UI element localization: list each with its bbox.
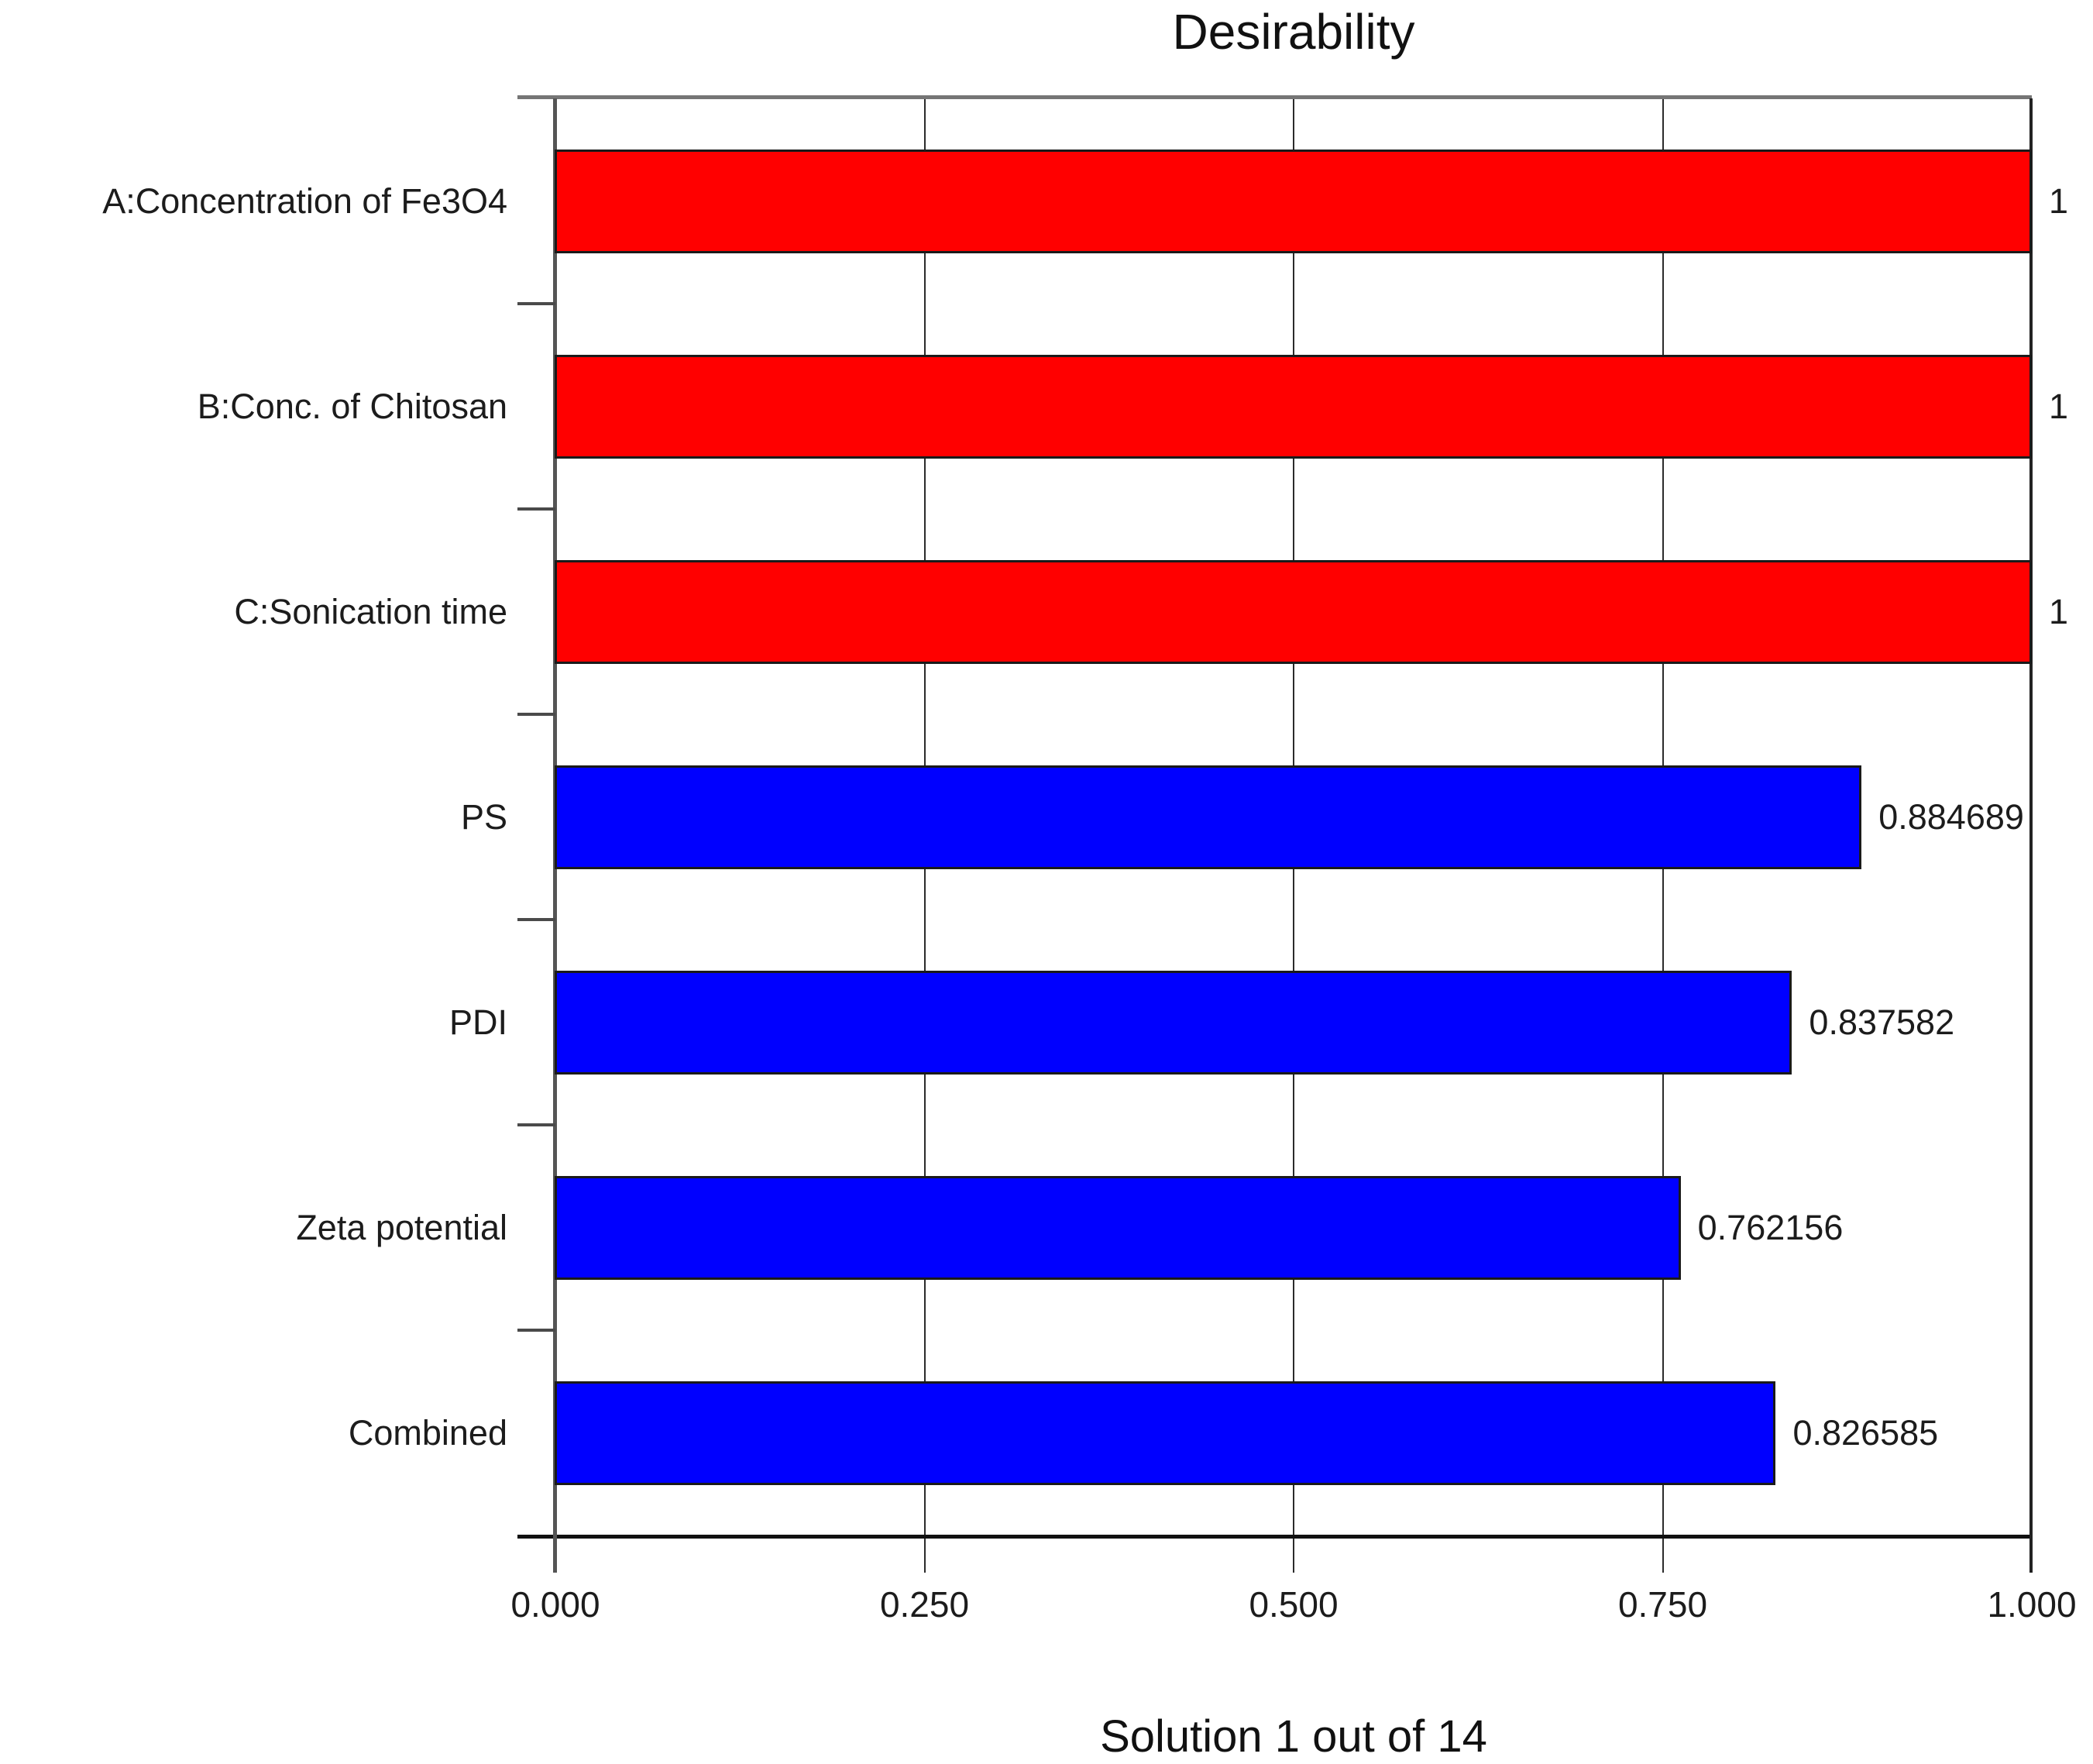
y-axis-tick bbox=[517, 507, 555, 511]
category-label: PDI bbox=[448, 1002, 507, 1042]
chart-title: Desirability bbox=[1172, 4, 1415, 60]
bar bbox=[555, 765, 1861, 869]
category-label: Zeta potential bbox=[296, 1207, 507, 1247]
value-label: 1 bbox=[2049, 591, 2069, 631]
x-tick-label: 1.000 bbox=[1987, 1584, 2077, 1625]
y-axis-tick bbox=[517, 1123, 555, 1126]
x-tick-label: 0.500 bbox=[1249, 1584, 1339, 1625]
plot-frame-top bbox=[517, 95, 2032, 99]
y-axis-tick bbox=[517, 713, 555, 716]
bar bbox=[555, 149, 2032, 253]
x-tick-label: 0.250 bbox=[879, 1584, 970, 1625]
plot-frame-bottom bbox=[517, 1535, 2032, 1539]
bar bbox=[555, 970, 1792, 1075]
plot-frame-right bbox=[2029, 98, 2033, 1573]
category-label: B:Conc. of Chitosan bbox=[197, 386, 507, 426]
x-tick-label: 0.750 bbox=[1617, 1584, 1708, 1625]
y-axis-tick bbox=[517, 1329, 555, 1332]
y-axis-tick bbox=[517, 918, 555, 921]
bar bbox=[555, 1175, 1681, 1280]
x-tick-label: 0.000 bbox=[510, 1584, 600, 1625]
chart-caption: Solution 1 out of 14 bbox=[1100, 1711, 1487, 1762]
value-label: 0.762156 bbox=[1697, 1207, 1844, 1247]
category-label: PS bbox=[460, 796, 507, 837]
category-label: C:Sonication time bbox=[234, 591, 507, 631]
value-label: 1 bbox=[2049, 181, 2069, 221]
y-axis-tick bbox=[517, 302, 555, 305]
value-label: 0.884689 bbox=[1878, 796, 2024, 837]
category-label: Combined bbox=[348, 1412, 507, 1453]
value-label: 1 bbox=[2049, 386, 2069, 426]
bar bbox=[555, 1381, 1775, 1485]
value-label: 0.837582 bbox=[1809, 1002, 1955, 1042]
category-label: A:Concentration of Fe3O4 bbox=[102, 181, 507, 221]
bar bbox=[555, 354, 2032, 459]
bar bbox=[555, 559, 2032, 664]
value-label: 0.826585 bbox=[1792, 1412, 1939, 1453]
